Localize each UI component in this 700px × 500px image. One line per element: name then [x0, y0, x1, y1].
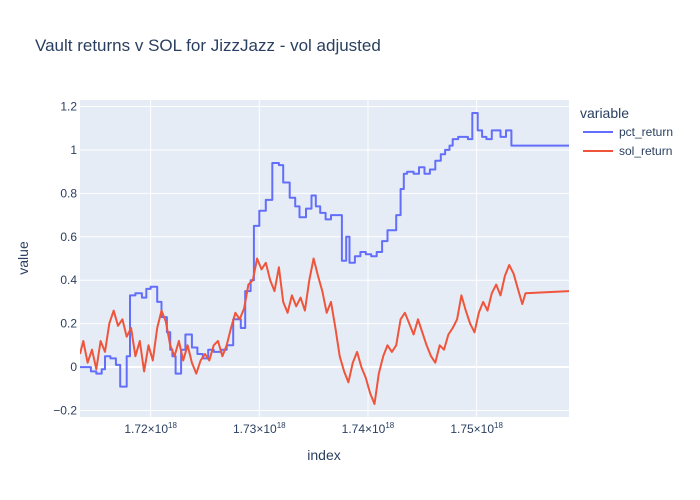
x-tick-label: 1.72×1018 [124, 421, 177, 436]
x-tick-label: 1.74×1018 [342, 421, 395, 436]
series-lines [80, 112, 569, 405]
legend-item-pct-return[interactable]: pct_return [583, 125, 673, 139]
x-tick-label: 1.75×1018 [450, 421, 503, 436]
legend-label: sol_return [619, 144, 672, 158]
y-tick-label: 1.2 [60, 100, 77, 114]
legend-title: variable [580, 105, 629, 121]
chart-title: Vault returns v SOL for JizzJazz - vol a… [35, 36, 381, 55]
x-axis-title: index [307, 447, 340, 463]
gridlines [80, 100, 569, 417]
x-tick-label: 1.73×1018 [233, 421, 286, 436]
legend-item-sol-return[interactable]: sol_return [583, 144, 672, 158]
legend-label: pct_return [619, 125, 673, 139]
y-tick-label: 0.2 [60, 317, 77, 331]
x-axis-ticks: 1.72×1018 1.73×1018 1.74×1018 1.75×1018 [124, 421, 503, 436]
y-axis-ticks: −0.2 0 0.2 0.4 0.6 0.8 1 1.2 [53, 100, 77, 418]
y-tick-label: 1 [70, 143, 77, 157]
y-tick-label: −0.2 [53, 403, 77, 417]
plot-area [80, 100, 569, 417]
y-tick-label: 0 [70, 360, 77, 374]
series-line-sol-return[interactable] [80, 257, 569, 405]
y-axis-title: value [15, 241, 31, 275]
y-tick-label: 0.6 [60, 230, 77, 244]
legend[interactable]: variable pct_return sol_return [580, 105, 673, 158]
y-tick-label: 0.4 [60, 273, 77, 287]
series-line-pct-return[interactable] [80, 112, 569, 388]
y-tick-label: 0.8 [60, 186, 77, 200]
